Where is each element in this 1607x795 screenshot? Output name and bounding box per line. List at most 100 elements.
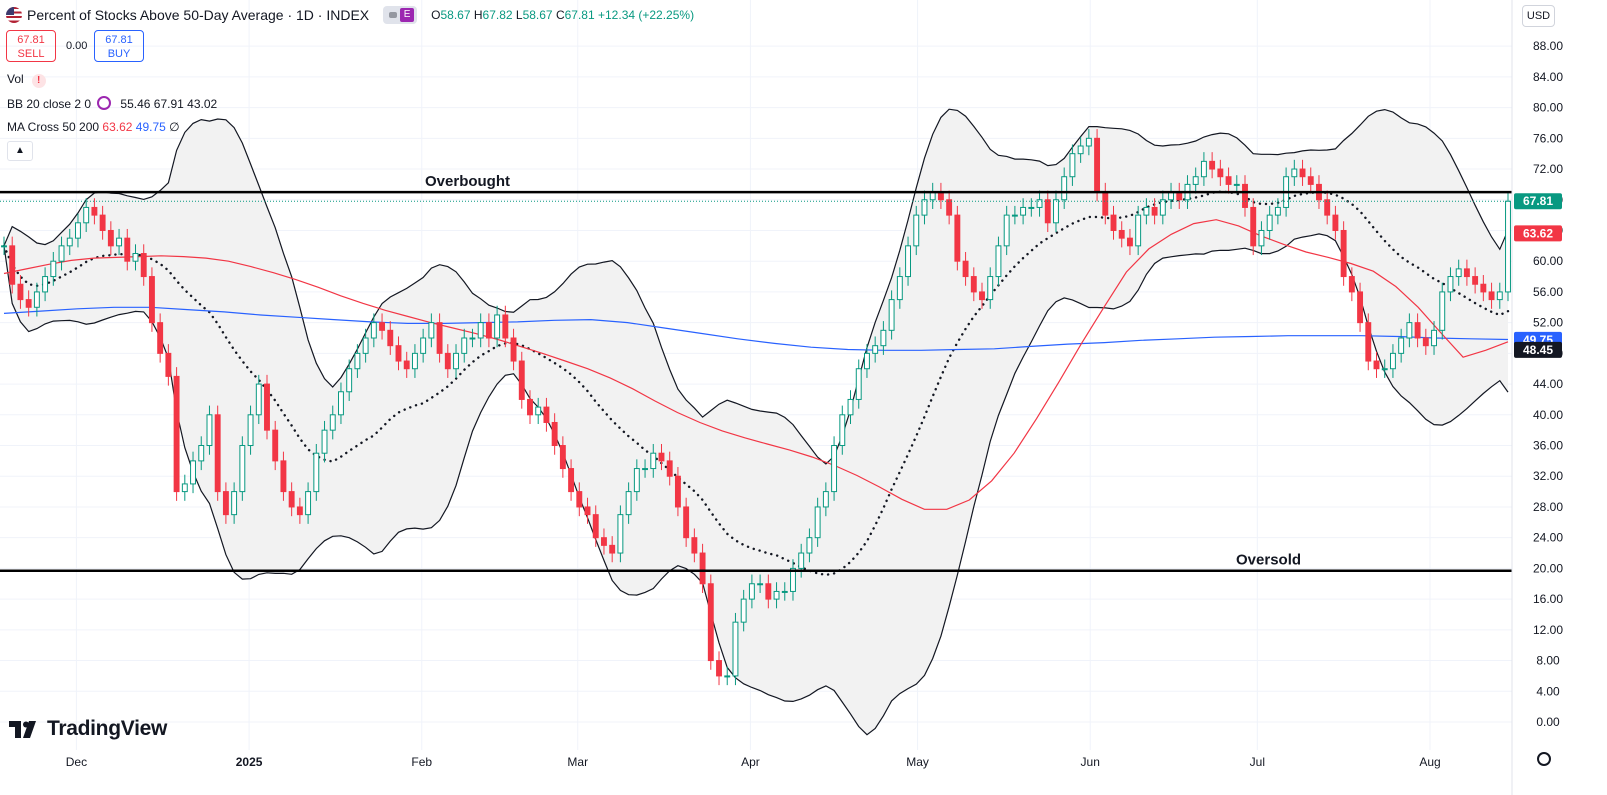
candle-body bbox=[674, 475, 681, 508]
ma-cross-indicator[interactable]: MA Cross 50 200 63.62 49.75 ∅ bbox=[7, 120, 180, 134]
events-pill[interactable]: E bbox=[383, 6, 418, 24]
candle-body bbox=[116, 237, 123, 247]
candle-body bbox=[1242, 183, 1248, 208]
candle-body bbox=[239, 445, 246, 493]
bollinger-basis-line bbox=[2, 190, 1510, 577]
candle-body bbox=[272, 429, 279, 462]
candle-body bbox=[724, 675, 731, 678]
candle-body bbox=[428, 322, 435, 339]
candle-body bbox=[1348, 276, 1355, 293]
candle-body bbox=[1069, 153, 1076, 178]
candle-body bbox=[872, 345, 879, 354]
volume-indicator[interactable]: Vol! bbox=[7, 72, 46, 88]
tradingview-logo[interactable]: TradingView bbox=[9, 717, 167, 741]
candle-body bbox=[781, 590, 788, 593]
candle-body bbox=[148, 276, 155, 324]
candle-body bbox=[510, 337, 517, 362]
y-tick-label: 44.00 bbox=[1533, 377, 1563, 391]
candle-body bbox=[601, 537, 607, 546]
price-label-box bbox=[1514, 341, 1562, 358]
candle-body bbox=[691, 537, 698, 554]
candle-body bbox=[1085, 137, 1092, 147]
candle-body bbox=[1505, 200, 1511, 293]
candle-body bbox=[576, 491, 583, 508]
x-tick-label: Dec bbox=[66, 755, 87, 769]
candle-body bbox=[773, 590, 780, 600]
candle-body bbox=[206, 414, 213, 447]
time-axis[interactable]: Dec 2025 Feb Mar Apr May Jun Jul Aug bbox=[66, 755, 1441, 769]
collapse-indicators-button[interactable]: ▲ bbox=[7, 141, 33, 161]
candle-body bbox=[1159, 199, 1166, 216]
candle-body bbox=[453, 352, 459, 370]
open-key: O bbox=[431, 8, 441, 22]
tradingview-wordmark: TradingView bbox=[47, 717, 168, 740]
change-value: +12.34 (+22.25%) bbox=[598, 8, 695, 22]
buy-price: 67.81 bbox=[105, 34, 133, 46]
currency-selector[interactable]: USD bbox=[1522, 5, 1555, 27]
candle-body bbox=[527, 398, 533, 416]
candle-body bbox=[1439, 291, 1446, 331]
sell-button[interactable]: 67.81 SELL bbox=[6, 30, 56, 62]
candle-body bbox=[17, 283, 24, 301]
x-tick-label: Mar bbox=[567, 755, 588, 769]
candle-body bbox=[1020, 206, 1027, 216]
candle-body bbox=[1389, 352, 1396, 370]
candle-body bbox=[559, 445, 566, 470]
candle-body bbox=[790, 567, 796, 592]
candle-body bbox=[716, 660, 722, 677]
price-axis[interactable]: 0.00 4.00 8.00 12.00 16.00 20.00 24.00 28.00 32.… bbox=[1511, 0, 1563, 795]
candle-body bbox=[888, 299, 895, 331]
y-tick-label: 72.00 bbox=[1533, 162, 1563, 176]
candle-body bbox=[1250, 206, 1257, 247]
y-tick-label: 0.00 bbox=[1536, 715, 1560, 729]
candle-body bbox=[1209, 160, 1216, 170]
bollinger-lower-line bbox=[3, 233, 1509, 736]
candle-body bbox=[1192, 176, 1199, 185]
candle-body bbox=[346, 368, 353, 393]
y-tick-label: 12.00 bbox=[1533, 623, 1563, 637]
warning-icon[interactable]: ! bbox=[31, 74, 46, 88]
y-tick-label: 24.00 bbox=[1533, 531, 1563, 545]
price-label-text: 63.62 bbox=[1523, 226, 1553, 240]
candle-body bbox=[1414, 322, 1421, 339]
bollinger-indicator[interactable]: BB 20 close 2 0 55.46 67.91 43.02 bbox=[7, 96, 217, 111]
candle-body bbox=[99, 214, 106, 231]
candle-body bbox=[1406, 322, 1413, 339]
buy-button[interactable]: 67.81 BUY bbox=[94, 30, 144, 62]
candle-body bbox=[1003, 214, 1010, 247]
candle-body bbox=[863, 352, 870, 370]
candle-body bbox=[839, 414, 846, 447]
candle-body bbox=[50, 260, 57, 278]
refresh-icon[interactable] bbox=[97, 96, 112, 110]
candle-body bbox=[551, 421, 558, 447]
symbol-title[interactable]: Percent of Stocks Above 50-Day Average ·… bbox=[27, 7, 370, 23]
candle-body bbox=[707, 583, 714, 662]
candle-body bbox=[379, 322, 386, 331]
tradingview-logo-icon bbox=[9, 720, 36, 738]
candle-body bbox=[1028, 206, 1035, 209]
candle-body bbox=[1044, 199, 1051, 224]
candle-body bbox=[1422, 337, 1429, 347]
candle-body bbox=[970, 276, 977, 293]
candle-body bbox=[1094, 137, 1101, 193]
candle-body bbox=[231, 491, 238, 516]
candle-body bbox=[921, 199, 928, 216]
ohlc-readout: O58.67 H67.82 L58.67 C67.81 +12.34 (+22.… bbox=[431, 8, 694, 22]
candle-body bbox=[1463, 268, 1470, 278]
candle-body bbox=[987, 276, 994, 301]
candle-body bbox=[132, 253, 139, 262]
candle-body bbox=[255, 383, 262, 416]
candle-body bbox=[1340, 229, 1347, 278]
bb-basis-value: 55.46 bbox=[120, 97, 151, 111]
candle-body bbox=[124, 237, 131, 262]
gear-icon[interactable] bbox=[1537, 752, 1551, 766]
candle-body bbox=[1274, 206, 1281, 216]
candle-body bbox=[979, 291, 985, 301]
x-tick-label: Aug bbox=[1419, 755, 1440, 769]
candle-body bbox=[1053, 199, 1059, 224]
y-tick-label: 36.00 bbox=[1533, 439, 1563, 453]
candle-body bbox=[1110, 214, 1117, 231]
candle-body bbox=[896, 276, 903, 301]
ma200-line bbox=[3, 306, 1509, 351]
